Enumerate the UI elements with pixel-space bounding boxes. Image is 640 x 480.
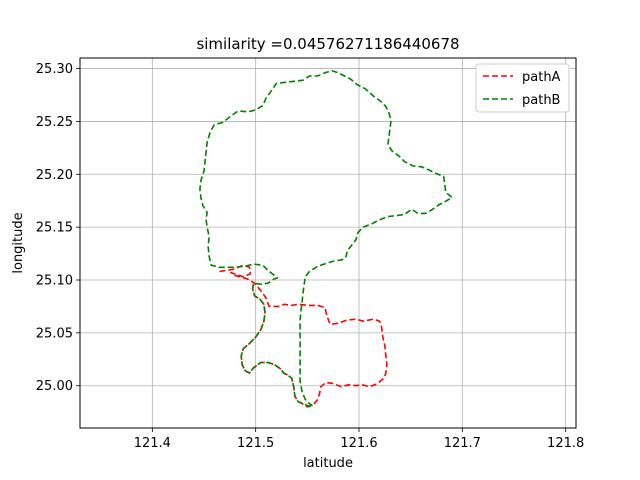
x-tick-label: 121.8	[547, 436, 584, 451]
legend-label-patha: pathA	[522, 70, 561, 85]
series-line-pathb	[199, 69, 453, 408]
legend: pathA pathB	[475, 63, 570, 113]
y-axis-label: longitude	[11, 212, 26, 273]
x-tick-label: 121.4	[134, 436, 171, 451]
series-layer	[199, 69, 453, 408]
x-tick-label: 121.5	[237, 436, 274, 451]
plot-background	[80, 58, 576, 428]
y-tick-label: 25.15	[36, 221, 73, 236]
plot-area	[79, 57, 577, 429]
y-tick-label: 25.00	[36, 379, 73, 394]
series-line-patha	[219, 264, 388, 408]
legend-frame	[475, 63, 570, 113]
x-tick-label: 121.6	[340, 436, 377, 451]
x-axis-label: latitude	[303, 456, 353, 471]
y-tick-label: 25.30	[36, 62, 73, 77]
plot-frame	[79, 57, 577, 429]
y-tick-label: 25.10	[36, 274, 73, 289]
chart-title: similarity =0.04576271186440678	[196, 35, 459, 53]
y-tick-label: 25.05	[36, 326, 73, 341]
y-axis: 25.00 25.05 25.10 25.15 25.20 25.25 25.30	[36, 62, 80, 394]
x-axis: 121.4 121.5 121.6 121.7 121.8	[134, 428, 584, 451]
grid	[80, 58, 576, 428]
legend-label-pathb: pathB	[522, 93, 560, 108]
x-tick-label: 121.7	[444, 436, 481, 451]
y-tick-label: 25.20	[36, 168, 73, 183]
y-tick-label: 25.25	[36, 115, 73, 130]
